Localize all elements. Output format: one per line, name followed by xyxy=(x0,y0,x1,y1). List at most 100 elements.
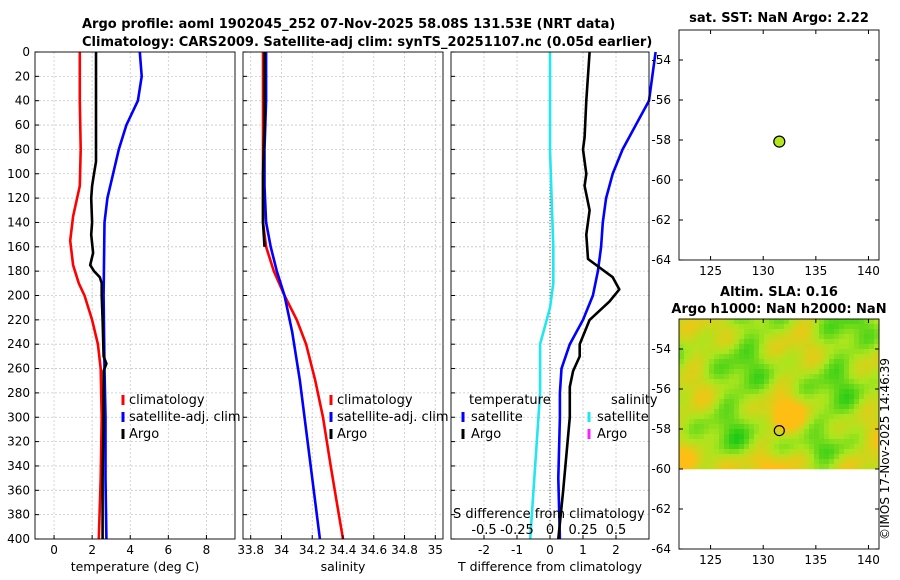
sla-cell xyxy=(714,399,720,405)
sla-cell xyxy=(744,364,750,370)
sla-cell xyxy=(714,409,720,415)
sla-cell xyxy=(739,359,745,365)
sla-cell xyxy=(849,424,855,430)
sla-cell xyxy=(684,369,690,375)
sla-cell xyxy=(704,329,710,335)
sla-cell xyxy=(869,419,875,425)
sla-cell xyxy=(809,389,815,395)
sla-cell xyxy=(684,459,690,465)
sla-cell xyxy=(754,349,760,355)
sla-cell xyxy=(774,389,780,395)
sst-map-xtick-label: 125 xyxy=(699,264,722,278)
sla-cell xyxy=(799,424,805,430)
sla-cell xyxy=(764,459,770,465)
sla-cell xyxy=(809,429,815,435)
sla-cell xyxy=(774,364,780,370)
sst-map-xtick-label: 140 xyxy=(857,264,880,278)
sla-cell xyxy=(759,419,765,425)
sla-cell xyxy=(729,344,735,350)
sla-cell xyxy=(814,329,820,335)
sla-cell xyxy=(779,349,785,355)
sla-map-ytick-label: -64 xyxy=(651,542,671,556)
sla-cell xyxy=(834,339,840,345)
sla-cell xyxy=(789,454,795,460)
sla-cell xyxy=(769,389,775,395)
sla-cell xyxy=(744,454,750,460)
sla-cell xyxy=(769,449,775,455)
sla-cell xyxy=(704,454,710,460)
sdiff-tick-label: 0.5 xyxy=(606,523,627,538)
sla-cell xyxy=(704,364,710,370)
sla-cell xyxy=(834,374,840,380)
sla-cell xyxy=(849,349,855,355)
sla-cell xyxy=(764,429,770,435)
sla-cell xyxy=(704,464,710,470)
sla-cell xyxy=(704,409,710,415)
sla-cell xyxy=(814,384,820,390)
sla-cell xyxy=(734,364,740,370)
sla-cell xyxy=(864,454,870,460)
sla-cell xyxy=(779,319,785,325)
sla-cell xyxy=(784,324,790,330)
sla-cell xyxy=(719,364,725,370)
sla-cell xyxy=(759,464,765,470)
sla-cell xyxy=(729,404,735,410)
sla-cell xyxy=(839,344,845,350)
sla-cell xyxy=(859,409,865,415)
sla-cell xyxy=(749,444,755,450)
sla-map-xtick-label: 125 xyxy=(699,553,722,567)
sla-cell xyxy=(809,364,815,370)
sla-cell xyxy=(854,399,860,405)
sla-cell xyxy=(724,359,730,365)
sla-cell xyxy=(754,389,760,395)
sla-cell xyxy=(804,414,810,420)
sla-cell xyxy=(684,384,690,390)
sla-cell xyxy=(759,384,765,390)
sla-cell xyxy=(874,409,880,415)
sla-cell xyxy=(719,434,725,440)
sla-cell xyxy=(694,379,700,385)
sla-cell xyxy=(724,374,730,380)
sla-cell xyxy=(784,449,790,455)
sla-cell xyxy=(774,429,780,435)
sla-cell xyxy=(744,354,750,360)
sla-cell xyxy=(724,394,730,400)
sla-cell xyxy=(874,364,880,370)
sla-cell xyxy=(734,354,740,360)
sla-cell xyxy=(869,359,875,365)
sla-cell xyxy=(804,369,810,375)
sla-cell xyxy=(759,394,765,400)
sla-cell xyxy=(814,354,820,360)
sla-cell xyxy=(769,339,775,345)
sla-cell xyxy=(869,424,875,430)
sla-cell xyxy=(754,379,760,385)
sla-cell xyxy=(869,449,875,455)
sla-cell xyxy=(729,419,735,425)
sla-cell xyxy=(819,344,825,350)
sla-cell xyxy=(689,394,695,400)
salinity-xlabel: salinity xyxy=(321,559,366,574)
sla-cell xyxy=(874,329,880,335)
sla-cell xyxy=(789,434,795,440)
sla-cell xyxy=(859,374,865,380)
sla-cell xyxy=(789,449,795,455)
sla-cell xyxy=(694,329,700,335)
sla-cell xyxy=(689,399,695,405)
sla-cell xyxy=(759,359,765,365)
sla-cell xyxy=(794,394,800,400)
sla-cell xyxy=(814,444,820,450)
sla-cell xyxy=(779,329,785,335)
sla-cell xyxy=(869,384,875,390)
sla-cell xyxy=(759,414,765,420)
sla-cell xyxy=(739,414,745,420)
sla-cell xyxy=(779,404,785,410)
sla-cell xyxy=(839,464,845,470)
sla-cell xyxy=(819,329,825,335)
sla-cell xyxy=(789,329,795,335)
sla-cell xyxy=(844,359,850,365)
sla-cell xyxy=(749,449,755,455)
sla-cell xyxy=(804,349,810,355)
sla-cell xyxy=(839,414,845,420)
sla-cell xyxy=(709,329,715,335)
sla-map-ytick-label: -56 xyxy=(651,382,671,396)
